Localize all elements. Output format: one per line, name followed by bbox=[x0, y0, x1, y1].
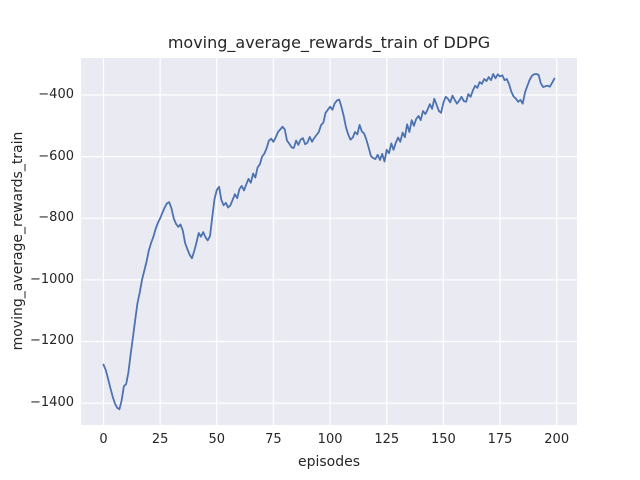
x-tick-label: 125 bbox=[374, 432, 400, 447]
axes-background bbox=[81, 58, 577, 425]
x-tick-label: 175 bbox=[487, 432, 513, 447]
y-axis-label: moving_average_rewards_train bbox=[10, 131, 26, 351]
y-tick-label: −800 bbox=[38, 210, 74, 226]
y-tick-label: −400 bbox=[38, 86, 74, 102]
x-tick-label: 75 bbox=[265, 432, 282, 447]
y-tick-label: −1200 bbox=[30, 333, 74, 349]
y-tick-label: −600 bbox=[38, 148, 74, 164]
x-tick-label: 0 bbox=[99, 432, 108, 447]
y-tick-label: −1000 bbox=[30, 271, 74, 287]
x-tick-label: 50 bbox=[208, 432, 226, 447]
x-tick-label: 25 bbox=[151, 432, 169, 447]
y-tick-label: −1400 bbox=[30, 395, 74, 411]
chart-title: moving_average_rewards_train of DDPG bbox=[167, 33, 491, 52]
line-series bbox=[102, 73, 556, 411]
x-axis-label: episodes bbox=[297, 454, 361, 470]
x-tick-label: 150 bbox=[430, 432, 456, 447]
x-tick-label: 200 bbox=[544, 432, 570, 447]
x-tick-label: 100 bbox=[317, 432, 343, 447]
